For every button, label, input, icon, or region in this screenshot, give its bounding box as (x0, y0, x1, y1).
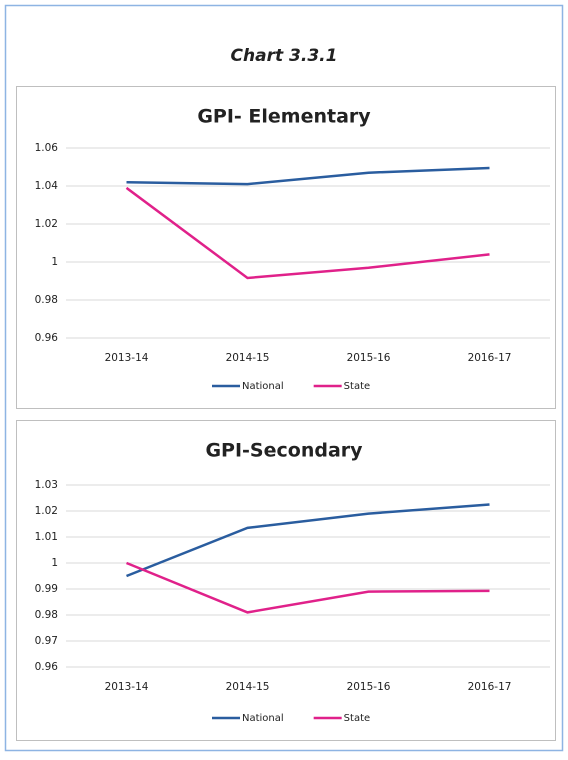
y-tick-label: 1 (51, 557, 58, 569)
chart-title: GPI-Secondary (205, 440, 363, 462)
series-line (126, 166, 490, 186)
y-tick-label: 1 (51, 256, 58, 268)
y-tick-label: 0.97 (35, 635, 58, 647)
y-tick-label: 1.02 (35, 218, 58, 230)
legend-label: National (242, 381, 284, 392)
y-tick-label: 0.98 (35, 609, 58, 621)
figure-title: Chart 3.3.1 (231, 46, 338, 66)
chart-title: GPI- Elementary (197, 106, 371, 128)
x-tick-label: 2013-14 (105, 681, 149, 693)
y-tick-label: 1.06 (35, 142, 59, 154)
y-tick-label: 1.02 (35, 505, 58, 517)
chart-frame (16, 86, 556, 409)
series-line (126, 561, 490, 614)
y-tick-label: 0.99 (35, 583, 58, 595)
y-tick-label: 0.98 (35, 294, 58, 306)
chart-frame (16, 420, 556, 741)
x-tick-label: 2014-15 (226, 681, 270, 693)
x-tick-label: 2016-17 (468, 352, 512, 364)
legend-label: State (344, 713, 370, 724)
y-tick-label: 0.96 (35, 661, 59, 673)
x-tick-label: 2015-16 (347, 352, 391, 364)
series-line (125, 186, 490, 280)
legend-label: National (242, 713, 284, 724)
x-tick-label: 2015-16 (347, 681, 391, 693)
y-tick-label: 1.04 (35, 180, 59, 192)
y-tick-label: 0.96 (35, 332, 59, 344)
legend-label: State (344, 381, 370, 392)
x-tick-label: 2013-14 (105, 352, 149, 364)
y-tick-label: 1.03 (35, 479, 58, 491)
series-line (126, 503, 490, 578)
x-tick-label: 2014-15 (226, 352, 270, 364)
x-tick-label: 2016-17 (468, 681, 512, 693)
y-tick-label: 1.01 (35, 531, 58, 543)
